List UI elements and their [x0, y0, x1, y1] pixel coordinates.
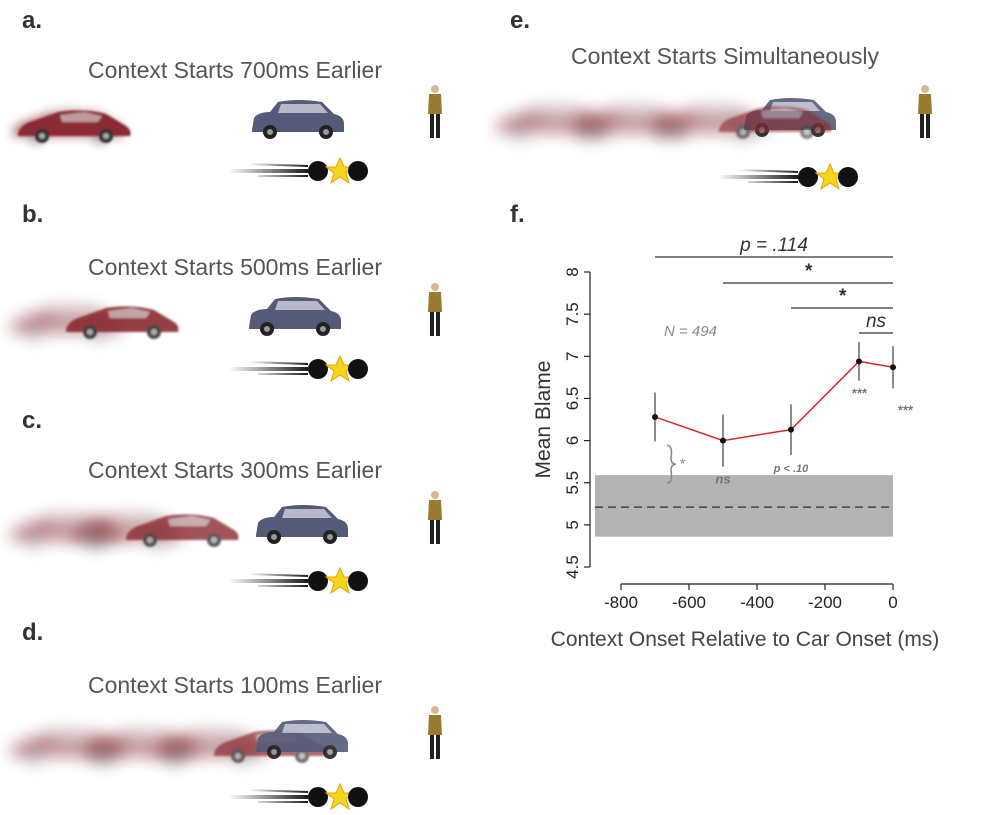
data-line — [654, 360, 894, 442]
comparison-label: * — [804, 261, 813, 282]
suv — [249, 297, 341, 336]
collision — [228, 158, 368, 183]
panel-title: Context Starts 700ms Earlier — [88, 57, 382, 83]
y-axis-label: Mean Blame — [532, 361, 555, 479]
x-tick-label: 0 — [888, 593, 897, 612]
point-label: ns — [715, 472, 730, 487]
collision — [718, 164, 858, 189]
y-tick-label: 6 — [563, 436, 582, 445]
person — [428, 706, 442, 759]
person — [918, 85, 932, 138]
x-axis-label: Context Onset Relative to Car Onset (ms) — [551, 628, 940, 651]
y-tick-label: 4.5 — [563, 555, 582, 579]
comparison-label: p = .114 — [739, 235, 808, 256]
x-tick-label: -200 — [808, 593, 842, 612]
point-label: *** — [851, 386, 867, 401]
suv — [252, 100, 344, 139]
point-label: *** — [897, 402, 913, 417]
panel-label: b. — [22, 201, 43, 228]
data-point — [652, 413, 658, 420]
y-tick-label: 7 — [563, 352, 582, 361]
suv — [256, 505, 348, 544]
y-tick-label: 5 — [563, 520, 582, 529]
baseline-band — [595, 475, 893, 537]
comparison-label: * — [679, 455, 686, 472]
panel-label: f. — [510, 201, 525, 228]
y-tick-label: 6.5 — [563, 387, 582, 411]
data-point — [788, 426, 794, 433]
panel-label: e. — [510, 7, 530, 34]
panel-label: d. — [22, 619, 43, 646]
comparison-label: * — [838, 286, 847, 307]
y-tick-label: 7.5 — [563, 302, 582, 326]
point-label: p < .10 — [773, 463, 809, 475]
panel-title: Context Starts 500ms Earlier — [88, 254, 382, 280]
panel-title: Context Starts Simultaneously — [571, 43, 880, 69]
data-point — [720, 437, 726, 444]
x-tick-label: -400 — [740, 593, 774, 612]
panel-label: a. — [22, 7, 42, 34]
person — [428, 491, 442, 544]
panel-label: c. — [22, 407, 42, 434]
panel-title: Context Starts 300ms Earlier — [88, 457, 382, 483]
collision — [228, 784, 368, 809]
x-tick-label: -600 — [672, 593, 706, 612]
data-point — [856, 358, 862, 365]
sample-size: N = 494 — [664, 323, 717, 340]
collision — [228, 568, 368, 593]
y-tick-label: 5.5 — [563, 471, 582, 495]
comparison-label: ns — [866, 311, 887, 332]
x-tick-label: -800 — [604, 593, 638, 612]
person — [428, 85, 442, 138]
data-point — [890, 364, 896, 371]
person — [428, 283, 442, 336]
comparison-brace — [666, 444, 677, 484]
collision — [228, 356, 368, 381]
y-tick-label: 8 — [563, 267, 582, 276]
panel-title: Context Starts 100ms Earlier — [88, 672, 382, 698]
